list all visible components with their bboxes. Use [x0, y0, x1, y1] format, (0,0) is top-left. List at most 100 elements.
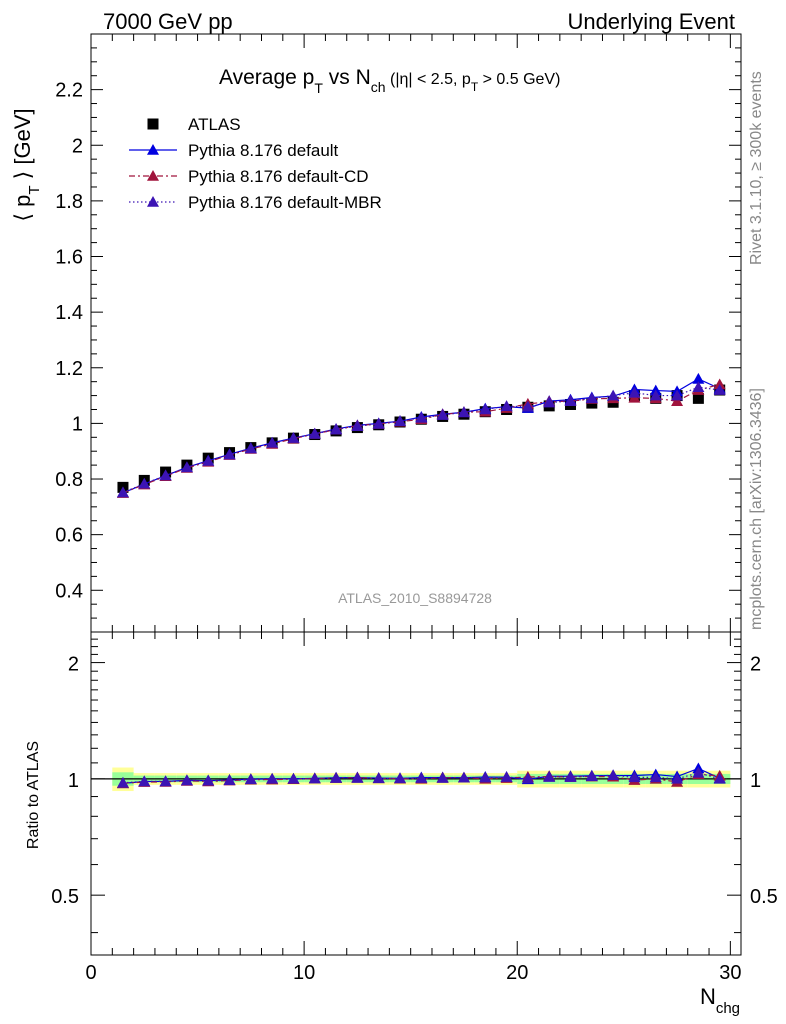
mc-data-point — [713, 384, 726, 395]
legend-entry-label: ATLAS — [188, 115, 241, 134]
mc-data-point — [713, 378, 726, 390]
header-process-label: Underlying Event — [567, 9, 735, 34]
ratio-data-point — [202, 774, 215, 786]
mc-data-point — [500, 400, 513, 411]
mc-data-point — [521, 400, 534, 412]
atlas-data-point — [692, 392, 704, 404]
title-main: Average p — [219, 66, 314, 89]
mc-data-point — [223, 448, 236, 460]
x-tick-label: 0 — [85, 962, 96, 984]
mc-data-point — [543, 396, 556, 408]
legend-entry-label: Pythia 8.176 default-MBR — [188, 193, 382, 212]
mc-data-point — [649, 389, 662, 401]
x-tick-label: 20 — [506, 962, 528, 984]
ratio-plot: 0.5 0.5 1 1 2 2 Ratio to ATLAS 0 10 20 30 Nchg — [25, 631, 778, 1017]
mc-data-point — [457, 406, 470, 418]
ratio-y-ticks: 0.5 0.5 1 1 2 2 — [51, 638, 778, 934]
rivet-version-label: Rivet 3.1.10, ≥ 300k events — [748, 71, 765, 265]
ratio-data-point — [351, 772, 364, 783]
ratio-data-point — [116, 776, 129, 788]
ratio-data-point — [436, 772, 449, 783]
ratio-data-point — [138, 775, 151, 787]
main-y-tick-label: 2 — [72, 135, 83, 157]
ratio-data-point — [415, 772, 428, 783]
ratio-series-group — [116, 762, 726, 789]
ratio-y-tick-label-right: 2 — [750, 654, 761, 676]
mc-data-point — [436, 409, 449, 420]
mc-data-point — [671, 395, 684, 406]
ratio-data-point — [585, 770, 598, 782]
title-cond-a: (|η| < 2.5, p — [386, 71, 471, 88]
ratio-data-point — [330, 772, 343, 783]
legend-triangle-marker — [147, 144, 159, 155]
main-series-line — [122, 386, 720, 493]
mc-data-point — [116, 486, 129, 498]
ratio-data-point — [287, 772, 300, 784]
main-y-tick-label: 1.8 — [55, 191, 83, 213]
title-cond-b: > 0.5 GeV) — [478, 71, 560, 88]
ratio-data-point — [607, 769, 620, 781]
main-y-axis-label: ⟨ pT ⟩ [GeV] — [10, 108, 43, 221]
x-tick-label: 10 — [293, 962, 315, 984]
mc-data-point — [330, 423, 343, 435]
ratio-y-tick-label-right: 1 — [750, 770, 761, 792]
mc-data-point — [180, 461, 193, 473]
title-sub-t: T — [314, 80, 323, 96]
main-y-ticks: 0.4 0.6 0.8 1 1.2 1.4 1.6 1.8 2 2.2 — [55, 33, 741, 632]
mc-data-point — [266, 436, 279, 448]
ratio-data-point — [692, 766, 705, 778]
mc-data-point — [308, 427, 321, 439]
ratio-data-point — [628, 771, 641, 783]
ratio-data-point — [223, 774, 236, 786]
ratio-data-point — [308, 772, 321, 784]
ratio-data-point — [649, 771, 662, 783]
ratio-data-point — [500, 771, 513, 782]
mc-data-point — [372, 417, 385, 429]
title-sub-ch: ch — [371, 79, 386, 95]
ratio-data-point — [266, 772, 279, 784]
mc-data-point — [287, 432, 300, 443]
legend-entry-label: Pythia 8.176 default — [188, 141, 339, 160]
main-y-tick-label: 1.4 — [55, 302, 83, 324]
ratio-data-point — [394, 772, 407, 784]
main-y-tick-label: 1.2 — [55, 358, 83, 380]
main-y-tick-label: 1.6 — [55, 247, 83, 269]
legend-triangle-marker — [147, 196, 159, 207]
mc-data-point — [671, 389, 684, 401]
analysis-id-label: ATLAS_2010_S8894728 — [338, 590, 492, 606]
main-y-tick-label: 0.6 — [55, 525, 83, 547]
ylabel-suffix: ⟩ [GeV] — [10, 108, 35, 185]
ylabel-prefix: ⟨ p — [10, 195, 35, 222]
x-tick-label: 30 — [719, 962, 741, 984]
mc-data-point — [159, 469, 172, 481]
ratio-data-point — [159, 775, 172, 787]
mc-data-point — [564, 395, 577, 406]
ratio-data-point — [180, 774, 193, 786]
main-y-tick-label: 0.4 — [55, 580, 83, 602]
main-plot: 0.40.60.811.21.41.61.822.2 Average pT vs… — [10, 33, 742, 633]
legend-entry-label: Pythia 8.176 default-CD — [188, 167, 369, 186]
mc-data-point — [415, 411, 428, 423]
main-series-group — [116, 372, 726, 498]
mc-data-point — [351, 420, 364, 431]
ratio-data-point — [521, 772, 534, 784]
ratio-data-point — [564, 771, 577, 782]
ratio-data-point — [457, 771, 470, 783]
main-y-tick-label: 0.8 — [55, 469, 83, 491]
mc-data-point — [628, 386, 641, 398]
mc-data-point — [394, 415, 407, 426]
ratio-data-point — [671, 772, 684, 784]
header-energy-label: 7000 GeV pp — [103, 9, 233, 34]
ratio-data-point — [372, 772, 385, 784]
mc-data-point — [138, 477, 151, 489]
main-y-tick-label: 2.2 — [55, 80, 83, 102]
legend: ATLAS Pythia 8.176 default Pythia 8.176 de… — [129, 115, 382, 212]
xlabel-sub: chg — [716, 1000, 740, 1017]
ratio-y-tick-label-right: 0.5 — [750, 886, 778, 908]
title-cond-sub: T — [471, 80, 479, 94]
mc-data-point — [479, 403, 492, 415]
legend-square-marker — [147, 118, 159, 130]
ratio-y-tick-label: 0.5 — [51, 886, 79, 908]
ratio-data-point — [543, 771, 556, 782]
